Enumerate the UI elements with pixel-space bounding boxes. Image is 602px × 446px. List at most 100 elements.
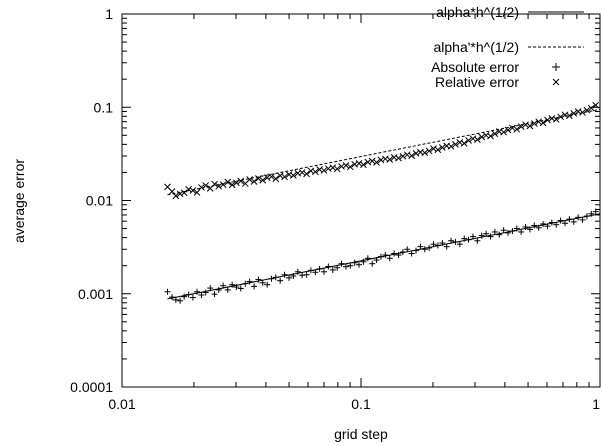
cross-marker <box>289 172 297 179</box>
legend: alpha*h^(1/2) alpha'*h^(1/2) Absolute er… <box>431 4 584 90</box>
cross-marker <box>298 169 306 176</box>
plus-marker <box>316 265 323 272</box>
legend-label-3: Relative error <box>435 74 519 90</box>
plus-marker <box>356 261 363 268</box>
cross-marker <box>303 170 310 178</box>
plus-marker <box>474 237 481 244</box>
plus-marker <box>500 227 507 234</box>
plus-marker <box>522 223 529 230</box>
plus-marker <box>439 240 446 247</box>
cross-marker <box>487 132 494 140</box>
cross-marker <box>513 125 521 133</box>
cross-marker <box>172 192 180 200</box>
plus-marker <box>194 288 201 295</box>
cross-marker <box>421 149 429 157</box>
legend-label-1: alpha'*h^(1/2) <box>433 39 519 55</box>
cross-marker <box>307 167 315 175</box>
plus-marker <box>505 229 512 236</box>
plus-marker <box>434 242 441 249</box>
cross-marker <box>373 159 380 166</box>
cross-marker <box>434 146 442 154</box>
plus-marker <box>347 262 354 269</box>
y-tick-label: 0.0001 <box>70 379 113 395</box>
plus-marker <box>251 283 258 290</box>
cross-marker <box>478 133 486 141</box>
cross-marker <box>566 112 573 120</box>
plus-marker <box>281 271 288 278</box>
cross-marker <box>211 180 218 188</box>
plot-frame <box>121 13 601 388</box>
cross-marker <box>412 150 420 157</box>
plus-marker <box>277 277 284 284</box>
plus-marker <box>202 289 209 296</box>
cross-marker <box>237 177 245 185</box>
plus-marker <box>404 246 411 253</box>
plus-marker <box>303 271 310 278</box>
cross-marker <box>224 178 232 186</box>
plus-marker <box>540 220 547 227</box>
plus-marker <box>325 263 332 270</box>
plus-marker <box>382 252 389 259</box>
plus-marker <box>307 267 314 274</box>
plus-marker <box>264 281 271 288</box>
plus-marker <box>583 213 590 220</box>
cross-marker <box>377 156 385 164</box>
cross-marker <box>592 101 600 109</box>
cross-marker <box>333 165 341 173</box>
plus-marker <box>268 275 275 282</box>
cross-marker <box>447 143 455 150</box>
plus-marker <box>553 221 560 228</box>
cross-marker <box>430 145 437 152</box>
cross-marker <box>180 189 188 197</box>
cross-marker <box>202 182 210 189</box>
cross-marker <box>509 124 516 132</box>
plus-marker <box>181 293 188 300</box>
plus-marker <box>185 291 192 298</box>
cross-marker <box>198 184 205 191</box>
cross-marker <box>530 120 538 127</box>
plus-marker <box>575 214 582 221</box>
plus-marker <box>172 296 179 303</box>
plus-marker <box>465 236 472 243</box>
cross-marker <box>539 119 547 127</box>
cross-marker <box>425 147 433 155</box>
plus-marker <box>452 238 459 245</box>
plus-marker <box>421 246 428 253</box>
plus-marker <box>579 216 586 223</box>
plus-marker <box>417 243 424 250</box>
cross-marker <box>438 144 446 151</box>
plus-marker <box>299 272 306 279</box>
plus-marker <box>338 260 345 267</box>
plus-marker <box>237 285 244 292</box>
plus-marker <box>364 255 371 262</box>
cross-marker <box>342 162 350 169</box>
cross-marker <box>460 140 468 147</box>
cross-marker <box>311 168 319 176</box>
cross-marker <box>259 176 267 184</box>
cross-marker <box>452 141 459 148</box>
plus-marker <box>426 244 433 251</box>
plus-marker <box>526 226 533 233</box>
plus-marker <box>177 297 184 304</box>
cross-marker <box>522 121 529 129</box>
plus-marker <box>229 281 236 288</box>
plus-marker <box>320 268 327 275</box>
cross-marker <box>176 190 184 198</box>
plus-marker <box>557 217 564 224</box>
x-tick-label: 0.01 <box>108 396 135 412</box>
y-tick-label: 0.1 <box>94 99 114 115</box>
plus-marker <box>169 294 176 301</box>
plus-marker <box>272 274 279 281</box>
plus-marker <box>220 282 227 289</box>
cross-marker <box>250 178 258 185</box>
plus-marker <box>360 258 367 265</box>
cross-marker <box>329 164 337 172</box>
cross-marker <box>583 106 591 114</box>
cross-marker <box>557 113 564 121</box>
plus-marker <box>211 291 218 298</box>
cross-marker <box>233 179 240 187</box>
legend-label-2: Absolute error <box>431 59 519 75</box>
plus-marker <box>224 286 231 293</box>
plus-marker <box>198 291 205 298</box>
plus-marker <box>456 241 463 248</box>
